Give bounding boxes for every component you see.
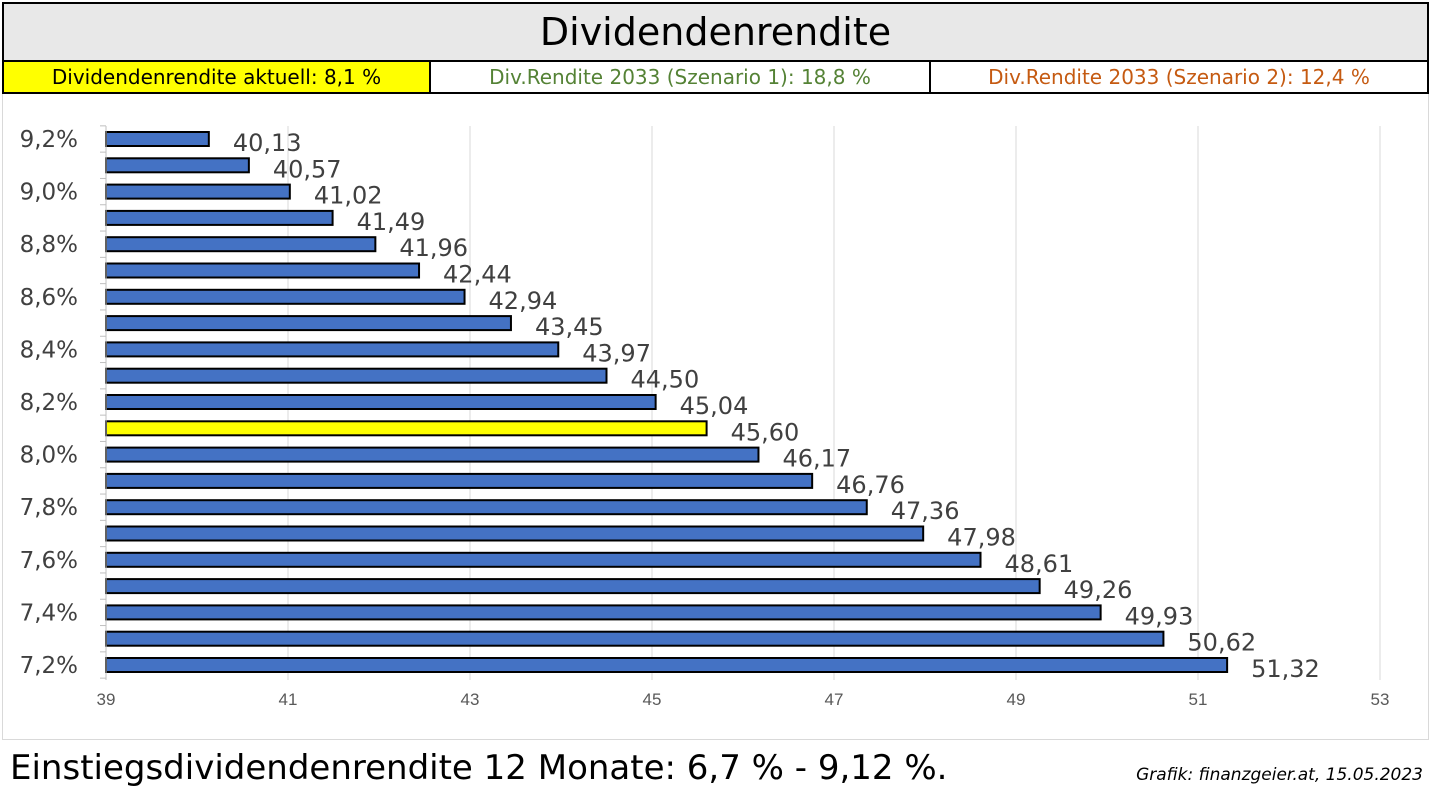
data-label: 49,93 (1125, 602, 1194, 630)
bar (105, 288, 466, 305)
y-tick-label: 8,2% (20, 390, 78, 416)
y-tick-label: 8,4% (20, 337, 78, 363)
bar (105, 157, 250, 174)
data-label: 40,57 (273, 155, 342, 183)
x-tick-label: 41 (279, 690, 298, 709)
x-tick-label: 53 (1371, 690, 1390, 709)
data-label: 49,26 (1064, 576, 1133, 604)
bar (105, 209, 334, 226)
y-tick-label: 7,6% (20, 548, 78, 574)
data-label: 46,76 (836, 471, 905, 499)
y-tick-label: 7,4% (20, 600, 78, 626)
data-label: 45,60 (731, 418, 800, 446)
data-label: 51,32 (1251, 655, 1320, 683)
bar (105, 262, 421, 279)
bar (105, 236, 377, 253)
chart-frame (2, 94, 1429, 740)
bar (105, 394, 657, 410)
bar (105, 630, 1165, 647)
bar (105, 578, 1041, 595)
data-label: 44,50 (631, 366, 700, 394)
x-tick-label: 47 (825, 690, 844, 709)
scenario2-yield-label: Div.Rendite 2033 (Szenario 2): 12,4 % (931, 62, 1427, 92)
x-tick-label: 43 (461, 690, 480, 709)
y-tick-label: 8,6% (20, 285, 78, 311)
footer-credit: Grafik: finanzgeier.at, 15.05.2023 (1136, 765, 1423, 785)
bar-highlight (105, 420, 708, 437)
bar (105, 341, 560, 358)
bar-chart: 39 41 43 45 47 49 51 53 40,1340,5741,0241,4941,9… (20, 125, 1390, 709)
data-label: 41,96 (399, 234, 468, 262)
data-label: 42,44 (443, 261, 512, 289)
data-label: 50,62 (1187, 629, 1256, 657)
bar (105, 367, 608, 384)
y-tick-label: 7,2% (20, 653, 78, 679)
info-row: Dividendenrendite aktuell: 8,1 % Div.Ren… (2, 62, 1429, 94)
data-label: 48,61 (1005, 550, 1074, 578)
bar (105, 551, 982, 568)
y-tick-label: 9,2% (20, 127, 78, 153)
scenario1-yield-label: Div.Rendite 2033 (Szenario 1): 18,8 % (431, 62, 931, 92)
data-label: 46,17 (782, 445, 851, 473)
data-label: 41,49 (357, 208, 426, 236)
x-tick-label: 49 (1007, 690, 1026, 709)
chart-title: Dividendenrendite (2, 2, 1429, 62)
bar (105, 131, 210, 147)
bar (105, 315, 512, 332)
data-label: 45,04 (680, 392, 749, 420)
footer-note: Einstiegsdividendenrendite 12 Monate: 6,… (10, 748, 948, 788)
bar (105, 525, 925, 542)
data-label: 43,97 (582, 339, 651, 367)
x-tick-label: 39 (97, 690, 116, 709)
bar (105, 472, 814, 489)
bar (105, 183, 291, 200)
current-yield-label: Dividendenrendite aktuell: 8,1 % (4, 62, 431, 92)
bar (105, 446, 760, 463)
y-tick-label: 7,8% (20, 495, 78, 521)
data-label: 47,36 (891, 497, 960, 525)
x-tick-label: 51 (1189, 690, 1208, 709)
x-tick-label: 45 (643, 690, 662, 709)
y-tick-label: 8,0% (20, 443, 78, 469)
y-tick-label: 8,8% (20, 232, 78, 258)
y-tick-label: 9,0% (20, 180, 78, 206)
bar (105, 657, 1229, 673)
data-label: 41,02 (314, 182, 383, 210)
bar (105, 499, 868, 516)
data-label: 40,13 (233, 129, 302, 157)
data-label: 47,98 (947, 524, 1016, 552)
bar (105, 604, 1102, 621)
data-label: 42,94 (489, 287, 558, 315)
data-label: 43,45 (535, 313, 604, 341)
